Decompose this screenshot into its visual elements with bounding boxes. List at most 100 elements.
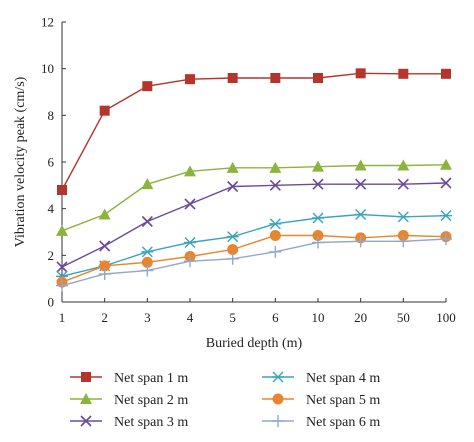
legend-item: Net span 1 m: [70, 371, 188, 386]
data-point: [184, 198, 196, 210]
data-point: [397, 159, 410, 171]
data-point: [184, 165, 196, 177]
data-point: [226, 231, 239, 243]
axes: [61, 21, 447, 303]
series-line: [61, 213, 447, 278]
legend-marker: [81, 372, 91, 382]
data-point: [269, 218, 282, 230]
series-line: [61, 238, 447, 287]
series-6: [56, 233, 452, 292]
data-point: [57, 185, 67, 195]
data-point: [56, 224, 68, 236]
legend-label: Net span 2 m: [114, 393, 188, 408]
legend-item: Net span 5 m: [262, 393, 380, 408]
x-tick-label: 4: [187, 310, 194, 325]
y-axis-label: Vibration velocity peak (cm/s): [13, 76, 28, 247]
legend-marker: [272, 371, 284, 383]
data-point: [397, 211, 410, 223]
series-4: [56, 209, 452, 282]
legend: Net span 1 m Net span 2 m Net span 3 m Net …: [70, 371, 380, 430]
data-point: [312, 236, 324, 249]
data-point: [141, 264, 154, 277]
legend-marker: [80, 393, 92, 404]
legend-label: Net span 5 m: [306, 393, 380, 408]
data-point: [269, 179, 281, 191]
x-axis-label: Buried depth (m): [206, 336, 303, 351]
data-point: [440, 210, 452, 222]
y-tick-label: 4: [48, 201, 55, 216]
data-point: [440, 177, 452, 189]
y-tick-label: 2: [48, 248, 55, 263]
data-point: [397, 178, 409, 190]
data-point: [354, 209, 367, 220]
legend-item: Net span 4 m: [262, 371, 380, 386]
x-tick-label: 100: [436, 310, 456, 325]
data-point: [312, 212, 324, 224]
data-point: [142, 81, 153, 92]
data-point: [440, 158, 452, 170]
data-point: [184, 237, 196, 248]
data-point: [141, 215, 153, 228]
data-point: [98, 268, 111, 280]
data-point: [141, 256, 153, 268]
x-tick-label: 1: [59, 310, 66, 325]
series-2: [56, 158, 452, 236]
data-point: [226, 161, 239, 173]
data-point: [269, 245, 282, 258]
y-tick-label: 12: [41, 15, 54, 30]
legend-label: Net span 3 m: [114, 415, 188, 430]
y-tick-label: 6: [48, 155, 55, 170]
data-point: [312, 160, 324, 172]
series-line: [61, 234, 447, 283]
legend-marker: [80, 415, 92, 427]
data-point: [269, 161, 282, 173]
data-point: [227, 180, 239, 193]
y-tick-label: 10: [41, 61, 54, 76]
legend-label: Net span 6 m: [306, 415, 380, 430]
data-point: [99, 240, 111, 252]
x-tick-label: 50: [397, 310, 410, 325]
series-line: [61, 182, 447, 268]
series-1: [57, 68, 451, 195]
data-point: [56, 261, 68, 273]
data-point: [441, 68, 451, 79]
legend-item: Net span 6 m: [262, 415, 380, 430]
data-point: [269, 230, 281, 241]
x-tick-label: 6: [272, 310, 279, 325]
plot-area: [56, 68, 452, 292]
series-line: [61, 72, 446, 191]
data-point: [56, 279, 68, 292]
data-point: [141, 246, 154, 258]
data-point: [99, 260, 111, 272]
data-point: [98, 208, 111, 220]
x-tick-label: 2: [101, 310, 108, 325]
data-point: [313, 73, 323, 83]
data-point: [398, 68, 409, 79]
data-point: [440, 233, 452, 245]
y-tick-label: 0: [48, 295, 55, 310]
x-tick-label: 20: [354, 310, 367, 325]
data-point: [99, 105, 110, 116]
y-tick-label: 8: [48, 108, 55, 123]
x-tick-label: 10: [312, 310, 325, 325]
data-point: [355, 68, 366, 79]
legend-label: Net span 4 m: [306, 371, 380, 386]
series-line: [61, 164, 447, 232]
data-point: [184, 255, 196, 268]
data-point: [354, 159, 367, 171]
data-point: [312, 230, 324, 241]
legend-item: Net span 2 m: [70, 393, 188, 408]
data-point: [397, 235, 410, 248]
data-point: [226, 252, 239, 265]
legend-marker: [272, 415, 284, 427]
data-point: [185, 74, 195, 85]
series-5: [56, 230, 452, 288]
data-point: [355, 178, 367, 190]
data-point: [227, 244, 239, 255]
data-point: [141, 178, 154, 190]
legend-marker: [272, 393, 284, 405]
series-3: [56, 177, 452, 273]
